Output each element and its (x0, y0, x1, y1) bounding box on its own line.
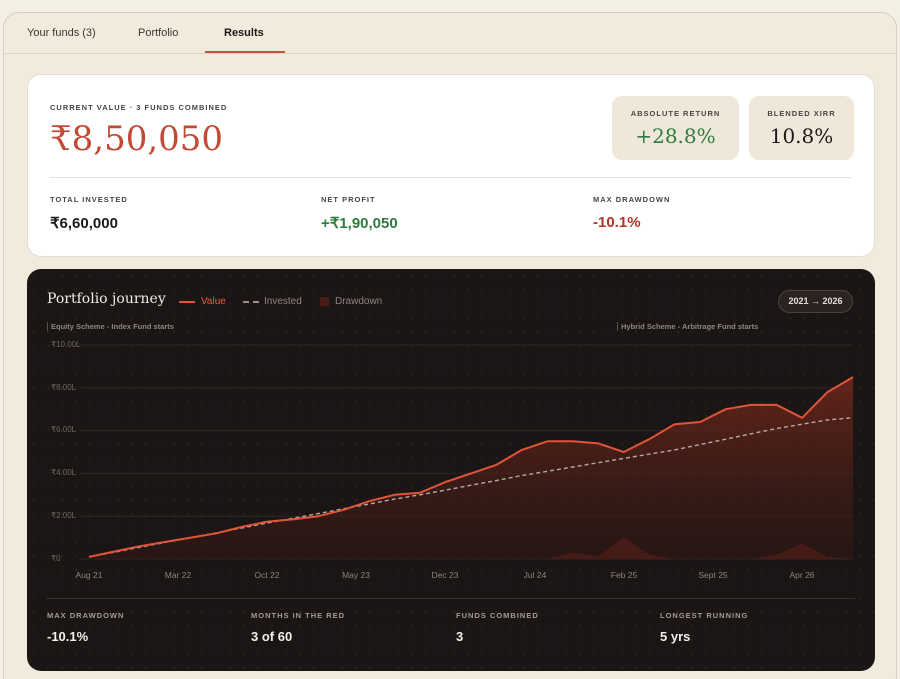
legend-value-label: Value (201, 296, 226, 307)
total-invested-label: TOTAL INVESTED (50, 195, 128, 204)
x-tick-label: Oct 22 (254, 570, 280, 580)
total-invested-value: ₹6,60,000 (50, 215, 118, 232)
x-tick-label: Apr 26 (789, 570, 815, 580)
y-tick-label: ₹0 (51, 554, 61, 563)
portfolio-journey-card: Portfolio journey Value Invested Drawdow… (27, 269, 875, 671)
months-in-red: MONTHS IN THE RED 3 of 60 (251, 611, 345, 644)
date-range-button[interactable]: 2021 → 2026 (778, 290, 853, 313)
x-tick-label: Sept 25 (698, 570, 728, 580)
legend-drawdown-swatch (320, 297, 329, 306)
x-tick-label: Aug 21 (75, 570, 103, 580)
y-tick-label: ₹4.00L (51, 468, 77, 477)
tab-bar: Your funds (3) Portfolio Results (4, 13, 896, 54)
y-tick-label: ₹2.00L (51, 511, 77, 520)
summary-card: CURRENT VALUE · 3 FUNDS COMBINED ₹8,50,0… (27, 74, 875, 257)
portfolio-chart (79, 344, 854, 560)
blended-xirr-value: 10.8% (769, 124, 834, 148)
legend-invested: Invested (243, 296, 302, 307)
longest-running-label: LONGEST RUNNING (660, 611, 749, 620)
y-tick-label: ₹8.00L (51, 383, 77, 392)
x-tick-label: Jul 24 (523, 570, 547, 580)
absolute-return-value: +28.8% (635, 124, 716, 148)
event-marker-left: Equity Scheme - Index Fund starts (47, 322, 174, 331)
legend-drawdown-label: Drawdown (335, 296, 383, 307)
bottom-max-drawdown: MAX DRAWDOWN -10.1% (47, 611, 124, 644)
journey-title: Portfolio journey (47, 291, 166, 307)
y-tick-label: ₹6.00L (51, 425, 77, 434)
months-in-red-value: 3 of 60 (251, 629, 293, 644)
funds-combined-label: FUNDS COMBINED (456, 611, 539, 620)
x-tick-label: Mar 22 (164, 570, 192, 580)
journey-divider (47, 598, 855, 599)
y-tick-label: ₹10.00L (51, 340, 81, 349)
current-value: ₹8,50,050 (50, 119, 224, 159)
legend-value-swatch (179, 300, 195, 303)
legend-drawdown: Drawdown (320, 296, 382, 307)
active-tab-indicator (205, 51, 285, 53)
total-invested-stat: TOTAL INVESTED ₹6,60,000 (50, 195, 128, 232)
absolute-return-label: ABSOLUTE RETURN (630, 109, 721, 118)
x-tick-label: Feb 25 (610, 570, 638, 580)
results-frame: Your funds (3) Portfolio Results CURRENT… (3, 12, 897, 679)
value-series-line (88, 376, 854, 558)
tab-your-funds[interactable]: Your funds (3) (27, 27, 96, 39)
net-profit-label: NET PROFIT (321, 195, 376, 204)
max-drawdown-label: MAX DRAWDOWN (593, 195, 671, 204)
legend-invested-label: Invested (264, 296, 302, 307)
current-value-caption: CURRENT VALUE · 3 FUNDS COMBINED (50, 103, 228, 112)
blended-xirr-pill: BLENDED XIRR 10.8% (749, 96, 854, 160)
legend-invested-swatch (243, 300, 259, 303)
months-in-red-label: MONTHS IN THE RED (251, 611, 346, 620)
longest-running-value: 5 yrs (660, 629, 691, 644)
drawdown-area (89, 537, 853, 559)
max-drawdown-stat: MAX DRAWDOWN -10.1% (593, 195, 670, 231)
x-tick-label: Dec 23 (431, 570, 459, 580)
bottom-max-drawdown-value: -10.1% (47, 629, 89, 644)
funds-combined-value: 3 (456, 629, 464, 644)
funds-combined: FUNDS COMBINED 3 (456, 611, 539, 644)
value-area (89, 377, 853, 559)
x-tick-label: May 23 (342, 570, 370, 580)
summary-divider (50, 177, 852, 178)
longest-running: LONGEST RUNNING 5 yrs (660, 611, 748, 644)
bottom-max-drawdown-label: MAX DRAWDOWN (47, 611, 125, 620)
tab-results[interactable]: Results (224, 27, 264, 39)
net-profit-stat: NET PROFIT +₹1,90,050 (321, 195, 398, 232)
absolute-return-pill: ABSOLUTE RETURN +28.8% (612, 96, 739, 160)
max-drawdown-value: -10.1% (593, 214, 641, 231)
net-profit-value: +₹1,90,050 (321, 215, 398, 232)
legend-value: Value (179, 296, 226, 307)
blended-xirr-label: BLENDED XIRR (767, 109, 836, 118)
tab-portfolio[interactable]: Portfolio (138, 27, 179, 39)
event-marker-right: Hybrid Scheme - Arbitrage Fund starts (617, 322, 758, 331)
